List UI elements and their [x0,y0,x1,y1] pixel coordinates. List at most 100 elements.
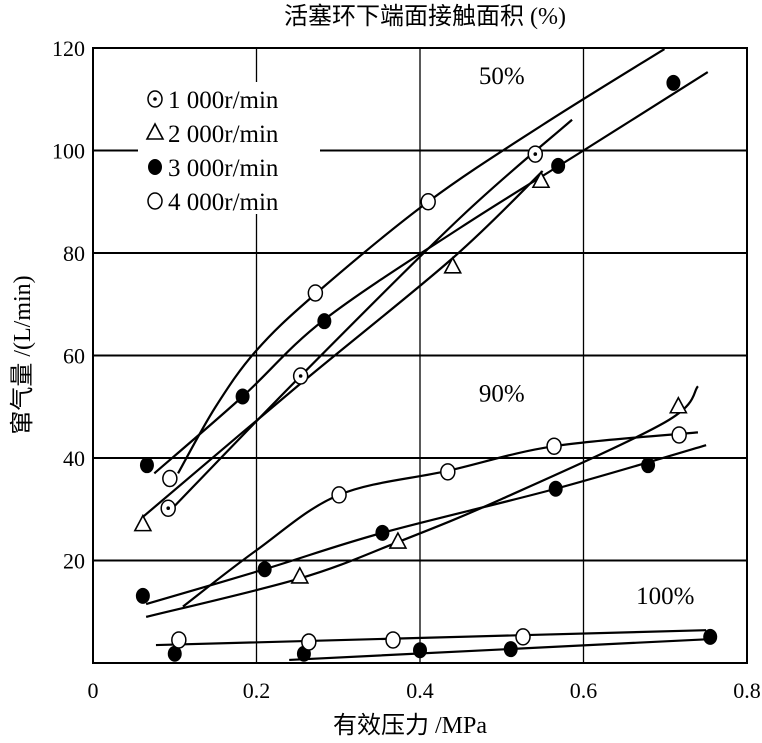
data-point [388,531,408,549]
filled-circle-marker [167,645,182,662]
data-point [527,145,544,163]
triangle-marker [443,256,463,274]
data-point [515,628,531,646]
fit-curve [142,170,544,518]
fit-curve [182,431,699,608]
fit-curve [177,48,666,474]
data-point [548,480,563,497]
center-dot [298,374,303,378]
data-point [443,256,463,274]
group-label: 90% [479,381,525,408]
data-point [546,437,562,455]
x-tick-label: 0.8 [733,678,761,703]
y-tick-label: 120 [52,36,85,61]
legend-label: 2 000r/min [168,121,279,148]
open-circle-marker [671,426,687,444]
fit-curve [155,629,707,647]
data-point [139,457,154,474]
data-point [133,513,153,532]
legend-label: 4 000r/min [168,189,279,216]
y-axis-label: 窜气量 /(L/min) [9,275,36,434]
filled-circle-marker [148,159,162,175]
open-circle-marker [301,633,317,651]
data-point [301,633,317,651]
data-point [257,561,272,578]
data-point [135,587,150,604]
data-point [413,642,427,659]
filled-circle-marker [413,642,427,659]
triangle-marker [668,396,688,414]
filled-circle-marker [257,561,272,578]
data-point [171,631,187,649]
center-dot [153,97,157,101]
group-label: 50% [479,63,525,90]
data-points [133,74,718,662]
legend-marker [147,90,163,108]
data-point [375,524,390,541]
y-tick-label: 20 [63,549,85,574]
x-axis-label: 有效压力 /MPa [333,712,487,739]
center-dot [533,152,538,156]
filled-circle-marker [375,524,390,541]
data-point [503,641,518,658]
fit-curve [145,444,707,606]
data-point [331,486,347,504]
legend-marker [147,192,163,210]
y-tick-label: 100 [52,139,85,164]
open-circle-marker [171,631,187,649]
center-dot [166,506,171,511]
open-circle-marker [162,469,178,488]
filled-circle-marker [135,587,150,604]
data-point [641,457,656,474]
triangle-marker [145,122,165,140]
legend-marker [148,159,162,175]
triangle-marker [133,513,153,532]
open-circle-marker [147,192,163,210]
x-tick-label: 0 [88,678,99,703]
tick-labels: 0 0.2 0.4 0.6 0.8 20 40 60 80 100 120 [52,36,761,703]
data-point [385,631,401,649]
filled-circle-marker [641,457,656,474]
filled-circle-marker [503,641,518,658]
data-point [292,367,309,385]
y-tick-label: 40 [63,446,85,471]
open-circle-marker [331,486,347,504]
open-circle-marker [515,628,531,646]
open-circle-marker [307,284,324,302]
legend-label: 3 000r/min [168,155,279,182]
chart-title: 活塞环下端面接触面积 (%) [284,3,566,30]
filled-circle-marker [139,457,154,474]
open-circle-marker [440,463,456,481]
triangle-marker [531,170,551,189]
x-tick-label: 0.6 [570,678,598,703]
filled-circle-marker [551,157,566,174]
data-point [703,628,718,645]
legend-marker [145,122,165,140]
data-point [160,499,176,517]
data-point [162,469,178,488]
data-point [167,645,182,662]
open-circle-marker [420,193,436,211]
y-tick-label: 60 [63,344,85,369]
open-circle-marker [546,437,562,455]
data-point [290,566,310,584]
fit-curve [289,637,715,662]
fit-curve [145,385,699,618]
data-point [317,313,332,330]
filled-circle-marker [317,313,332,330]
legend-box [138,82,320,214]
legend: 1 000r/min 2 000r/min 3 000r/min 4 000r/min [138,82,320,216]
data-point [671,426,687,444]
filled-circle-marker [666,74,681,91]
open-circle-marker [385,631,401,649]
data-point [551,157,566,174]
data-point [307,284,324,302]
data-point [531,170,551,189]
data-point [440,463,456,481]
triangle-marker [290,566,310,584]
filled-circle-marker [235,388,250,405]
annotations: 50% 90% 100% [479,63,695,610]
fit-curve [165,118,573,516]
y-tick-label: 80 [63,241,85,266]
